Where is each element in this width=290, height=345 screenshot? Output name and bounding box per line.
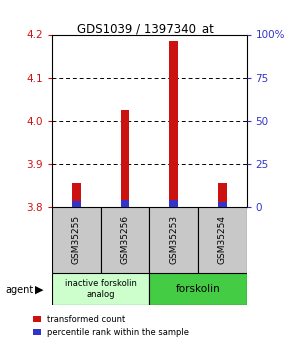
Bar [52, 273, 149, 305]
Bar [121, 200, 129, 207]
Bar [52, 207, 101, 273]
Text: agent: agent [6, 285, 34, 295]
Bar [72, 201, 81, 207]
Legend: transformed count, percentile rank within the sample: transformed count, percentile rank withi… [33, 315, 189, 337]
Text: GSM35254: GSM35254 [218, 215, 227, 264]
Bar [218, 202, 226, 207]
Bar [149, 273, 246, 305]
Text: GSM35256: GSM35256 [121, 215, 130, 264]
Bar [218, 183, 226, 207]
Text: inactive forskolin
analog: inactive forskolin analog [65, 279, 137, 299]
Bar [72, 183, 81, 207]
Bar [198, 207, 246, 273]
Bar [121, 110, 129, 207]
Text: GDS1039 / 1397340_at: GDS1039 / 1397340_at [77, 22, 213, 36]
Text: ▶: ▶ [35, 285, 43, 295]
Text: GSM35253: GSM35253 [169, 215, 178, 264]
Bar [149, 207, 198, 273]
Text: forskolin: forskolin [175, 284, 220, 294]
Bar [169, 41, 178, 207]
Text: GSM35255: GSM35255 [72, 215, 81, 264]
Bar [169, 200, 178, 207]
Bar [101, 207, 149, 273]
